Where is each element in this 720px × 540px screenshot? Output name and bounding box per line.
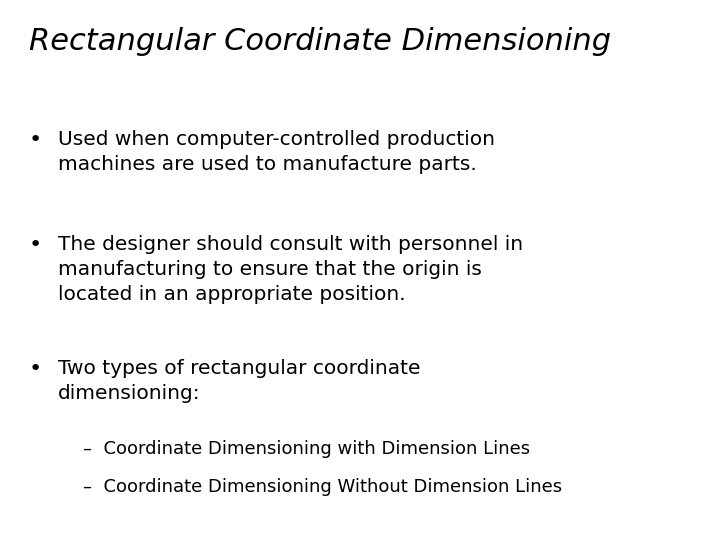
Text: Rectangular Coordinate Dimensioning: Rectangular Coordinate Dimensioning: [29, 27, 611, 56]
Text: The designer should consult with personnel in
manufacturing to ensure that the o: The designer should consult with personn…: [58, 235, 523, 304]
Text: •: •: [29, 235, 42, 255]
Text: Used when computer-controlled production
machines are used to manufacture parts.: Used when computer-controlled production…: [58, 130, 495, 173]
Text: –  Coordinate Dimensioning with Dimension Lines: – Coordinate Dimensioning with Dimension…: [83, 440, 530, 458]
Text: –  Coordinate Dimensioning Without Dimension Lines: – Coordinate Dimensioning Without Dimens…: [83, 478, 562, 496]
Text: •: •: [29, 359, 42, 379]
Text: •: •: [29, 130, 42, 150]
Text: Two types of rectangular coordinate
dimensioning:: Two types of rectangular coordinate dime…: [58, 359, 420, 403]
